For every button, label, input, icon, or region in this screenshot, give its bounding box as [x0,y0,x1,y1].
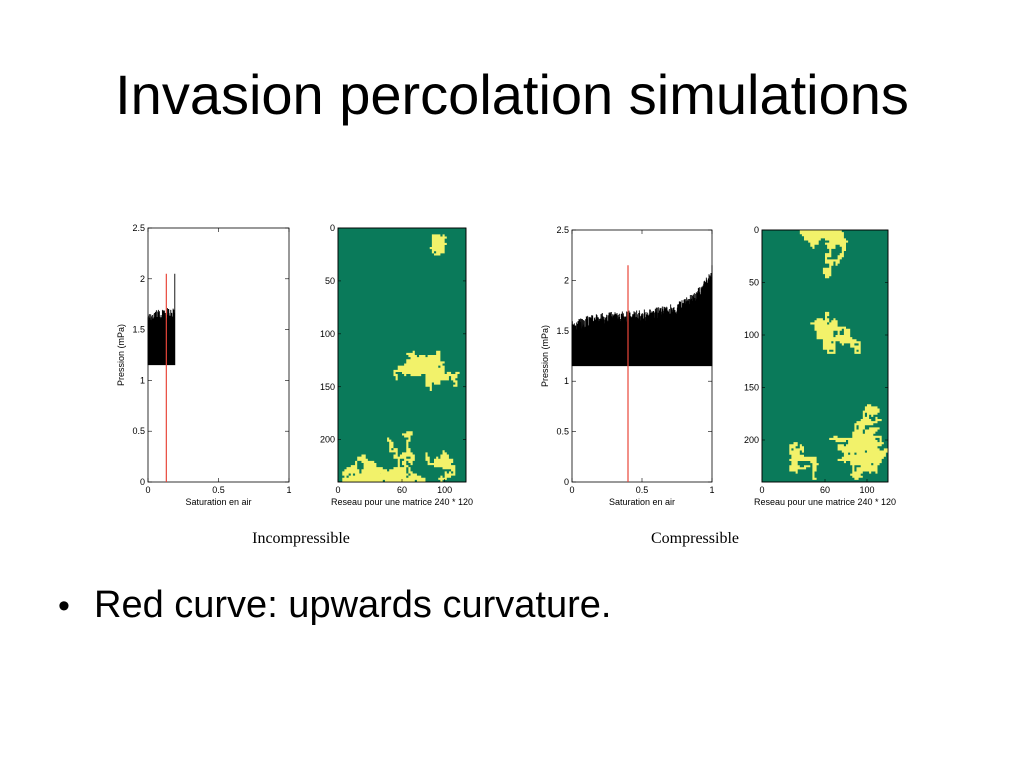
y-tick-label: 2 [140,274,145,284]
bullet-item: • Red curve: upwards curvature. [58,580,611,631]
x-tick-label: 1 [286,485,291,495]
x-axis-label: Reseau pour une matrice 240 * 120 [754,497,896,507]
caption-incompressible: Incompressible [252,530,350,547]
y-axis-label: Pression (mPa) [116,324,126,386]
y-tick-label: 1.5 [132,325,145,335]
x-tick-label: 0 [335,485,340,495]
y-tick-label: 200 [320,435,335,445]
y-tick-label: 0.5 [132,426,145,436]
y-tick-label: 1 [140,375,145,385]
x-tick-label: 0 [759,485,764,495]
lattice-map-3: 0 50 100 150 200 0 60 100 Reseau pour une matric… [744,225,896,507]
y-tick-label: 50 [325,276,335,286]
x-tick-label: 0 [569,485,574,495]
y-tick-label: 0.5 [556,427,569,437]
x-tick-label: 100 [437,485,452,495]
pressure-trace-line [147,273,176,366]
invaded-cluster [789,230,888,480]
y-tick-label: 150 [744,383,759,393]
slide-title: Invasion percolation simulations [115,63,909,126]
y-tick-label: 100 [320,329,335,339]
y-tick-label: 0 [564,477,569,487]
x-tick-label: 100 [859,485,874,495]
y-tick-label: 0 [140,477,145,487]
x-axis-label: Reseau pour une matrice 240 * 120 [331,497,473,507]
lattice-background [337,227,467,483]
y-tick-label: 2.5 [132,223,145,233]
x-tick-label: 1 [709,485,714,495]
bullet-dot-icon: • [58,587,70,625]
pressure-chart-2: 0 0.5 1 1.5 2 2.5 0 0.5 1 Saturation en air Pressi… [540,225,715,507]
lattice-map-1: 0 50 100 150 200 0 60 100 Reseau pour une matric… [320,223,473,507]
x-tick-label: 60 [820,485,830,495]
pressure-trace-line [571,265,713,367]
pressure-chart-0: 0 0.5 1 1.5 2 2.5 0 0.5 1 Saturation en air Pressi… [116,223,292,507]
y-tick-label: 2 [564,275,569,285]
bullet-text: Red curve: upwards curvature. [94,584,612,626]
y-tick-label: 50 [749,278,759,288]
y-tick-label: 0 [754,225,759,235]
y-axis-label: Pression (mPa) [540,325,550,387]
y-tick-label: 0 [330,223,335,233]
y-tick-label: 150 [320,382,335,392]
x-tick-label: 0.5 [636,485,649,495]
invaded-cluster [342,234,460,482]
caption-compressible: Compressible [651,530,739,547]
x-tick-label: 0 [145,485,150,495]
bullet-list: • Red curve: upwards curvature. [58,580,611,631]
x-axis-label: Saturation en air [609,497,675,507]
x-axis-label: Saturation en air [185,497,251,507]
x-tick-label: 60 [397,485,407,495]
y-tick-label: 1 [564,376,569,386]
y-tick-label: 200 [744,435,759,445]
y-tick-label: 2.5 [556,225,569,235]
y-tick-label: 100 [744,330,759,340]
y-tick-label: 1.5 [556,326,569,336]
x-tick-label: 0.5 [212,485,225,495]
